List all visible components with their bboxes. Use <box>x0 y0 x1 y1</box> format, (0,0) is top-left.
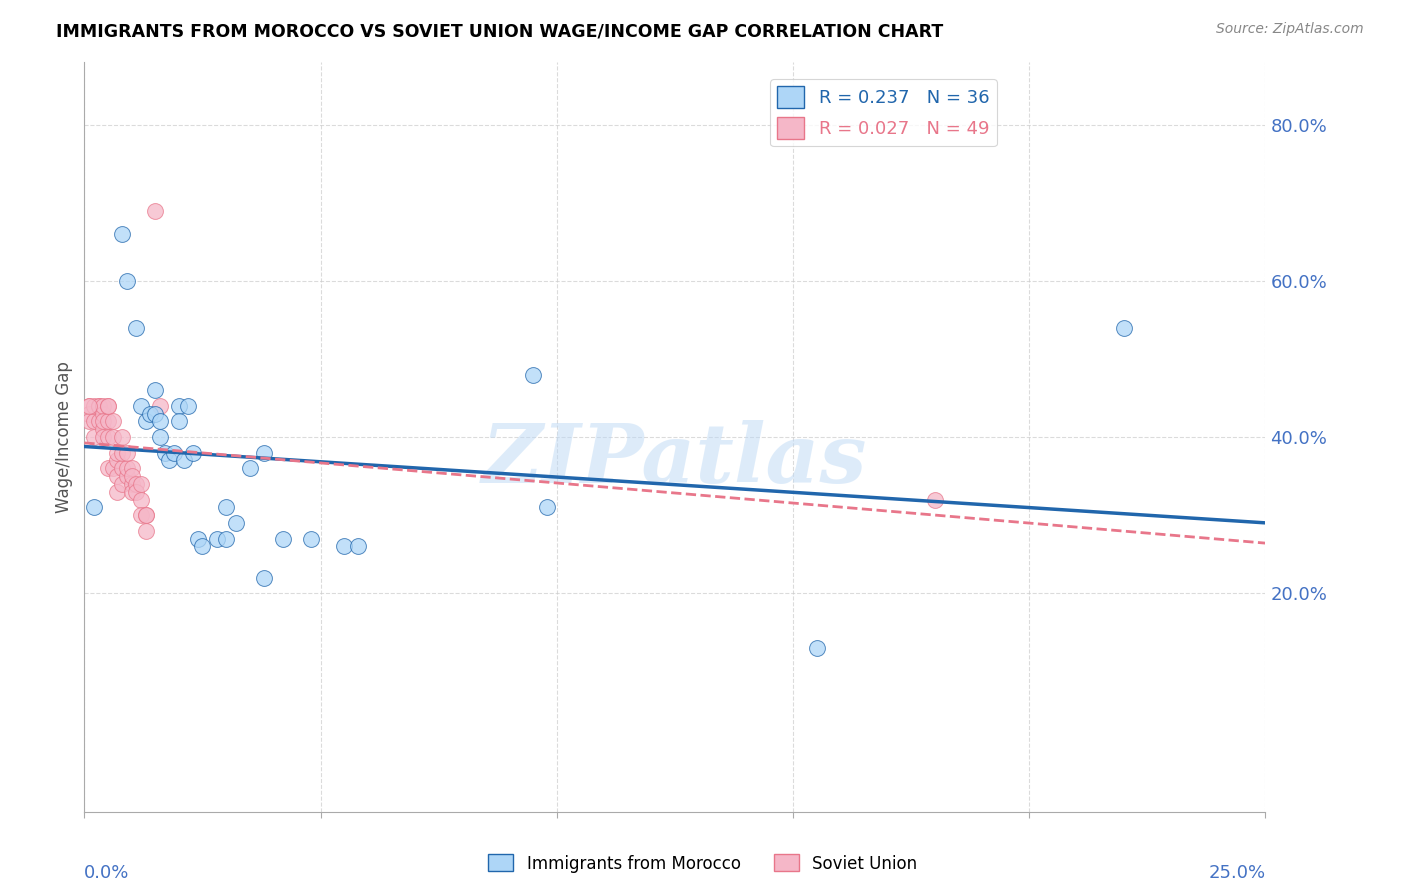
Point <box>157 453 180 467</box>
Point <box>135 508 157 523</box>
Point <box>522 368 544 382</box>
Point <box>191 539 214 553</box>
Point <box>1112 320 1135 334</box>
Point <box>205 532 228 546</box>
Point <box>153 446 176 460</box>
Point <box>149 414 172 428</box>
Point <box>225 516 247 530</box>
Point <box>129 399 152 413</box>
Point <box>924 492 946 507</box>
Point <box>83 430 105 444</box>
Point <box>125 484 148 499</box>
Point <box>135 508 157 523</box>
Point <box>83 399 105 413</box>
Point <box>97 414 120 428</box>
Point <box>143 203 166 218</box>
Text: ZIPatlas: ZIPatlas <box>482 419 868 500</box>
Point <box>107 453 129 467</box>
Point <box>135 524 157 538</box>
Point <box>107 469 129 483</box>
Point <box>121 476 143 491</box>
Point <box>101 430 124 444</box>
Point <box>91 430 114 444</box>
Point <box>271 532 294 546</box>
Point <box>91 414 114 428</box>
Point <box>253 571 276 585</box>
Point <box>536 500 558 515</box>
Point <box>87 399 110 413</box>
Point <box>107 484 129 499</box>
Point <box>129 508 152 523</box>
Point <box>215 532 238 546</box>
Point <box>143 384 166 398</box>
Point <box>97 399 120 413</box>
Point <box>143 407 166 421</box>
Point <box>167 399 190 413</box>
Point <box>239 461 262 475</box>
Point <box>806 640 828 655</box>
Point <box>107 446 129 460</box>
Point <box>135 414 157 428</box>
Point <box>77 399 100 413</box>
Point <box>177 399 200 413</box>
Y-axis label: Wage/Income Gap: Wage/Income Gap <box>55 361 73 513</box>
Point <box>129 492 152 507</box>
Point <box>87 399 110 413</box>
Point <box>111 461 134 475</box>
Point <box>115 469 138 483</box>
Point <box>215 500 238 515</box>
Point <box>121 484 143 499</box>
Point <box>149 430 172 444</box>
Point <box>121 461 143 475</box>
Point <box>167 414 190 428</box>
Point <box>97 430 120 444</box>
Point <box>115 446 138 460</box>
Point <box>173 453 195 467</box>
Point <box>101 414 124 428</box>
Point <box>299 532 322 546</box>
Point <box>111 446 134 460</box>
Point <box>139 407 162 421</box>
Point <box>111 227 134 241</box>
Point <box>77 407 100 421</box>
Point <box>111 476 134 491</box>
Point <box>83 500 105 515</box>
Point <box>115 461 138 475</box>
Text: IMMIGRANTS FROM MOROCCO VS SOVIET UNION WAGE/INCOME GAP CORRELATION CHART: IMMIGRANTS FROM MOROCCO VS SOVIET UNION … <box>56 22 943 40</box>
Point <box>253 446 276 460</box>
Point <box>87 414 110 428</box>
Text: 25.0%: 25.0% <box>1208 864 1265 882</box>
Point <box>91 399 114 413</box>
Point <box>187 532 209 546</box>
Point <box>91 422 114 436</box>
Text: Source: ZipAtlas.com: Source: ZipAtlas.com <box>1216 22 1364 37</box>
Point <box>121 469 143 483</box>
Text: 0.0%: 0.0% <box>84 864 129 882</box>
Point <box>129 476 152 491</box>
Point <box>333 539 356 553</box>
Point <box>91 407 114 421</box>
Point <box>111 430 134 444</box>
Point <box>101 461 124 475</box>
Point <box>97 461 120 475</box>
Point <box>347 539 370 553</box>
Point <box>115 274 138 288</box>
Legend: R = 0.237   N = 36, R = 0.027   N = 49: R = 0.237 N = 36, R = 0.027 N = 49 <box>770 79 997 146</box>
Point <box>163 446 186 460</box>
Point <box>125 476 148 491</box>
Point <box>77 414 100 428</box>
Legend: Immigrants from Morocco, Soviet Union: Immigrants from Morocco, Soviet Union <box>482 847 924 880</box>
Point <box>149 399 172 413</box>
Point <box>97 399 120 413</box>
Point <box>83 414 105 428</box>
Point <box>125 320 148 334</box>
Point <box>181 446 204 460</box>
Point <box>77 399 100 413</box>
